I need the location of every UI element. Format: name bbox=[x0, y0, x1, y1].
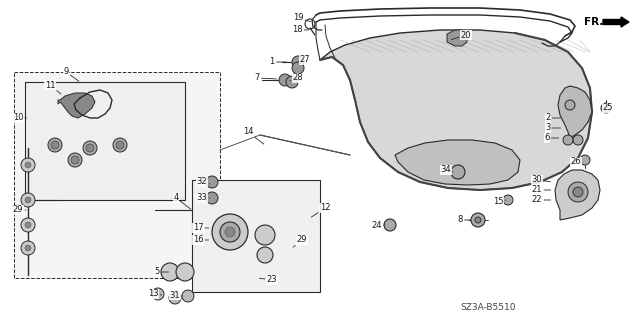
Text: 32: 32 bbox=[196, 177, 210, 187]
Circle shape bbox=[292, 56, 304, 68]
Text: 28: 28 bbox=[290, 73, 303, 83]
Circle shape bbox=[206, 176, 218, 188]
Circle shape bbox=[471, 213, 485, 227]
Text: 11: 11 bbox=[45, 80, 61, 94]
Circle shape bbox=[255, 225, 275, 245]
Text: 20: 20 bbox=[451, 31, 471, 40]
Circle shape bbox=[563, 135, 573, 145]
Circle shape bbox=[212, 214, 248, 250]
Text: 5: 5 bbox=[154, 268, 168, 277]
Polygon shape bbox=[447, 30, 467, 46]
Circle shape bbox=[51, 141, 59, 149]
Text: 7: 7 bbox=[254, 73, 276, 83]
Text: 1: 1 bbox=[269, 57, 287, 66]
Circle shape bbox=[206, 192, 218, 204]
Text: 21: 21 bbox=[532, 186, 550, 195]
Circle shape bbox=[257, 247, 273, 263]
Circle shape bbox=[152, 288, 164, 300]
Polygon shape bbox=[558, 86, 592, 138]
Text: 14: 14 bbox=[243, 128, 264, 144]
Text: 2: 2 bbox=[545, 114, 561, 122]
Polygon shape bbox=[14, 72, 220, 278]
FancyArrow shape bbox=[603, 17, 629, 27]
Text: FR.: FR. bbox=[584, 17, 604, 27]
Text: 9: 9 bbox=[63, 68, 79, 81]
Text: 6: 6 bbox=[544, 133, 559, 143]
Text: 34: 34 bbox=[441, 166, 453, 174]
Circle shape bbox=[161, 263, 179, 281]
Circle shape bbox=[568, 182, 588, 202]
Text: 16: 16 bbox=[193, 235, 209, 244]
Bar bbox=[25, 82, 185, 200]
Circle shape bbox=[292, 62, 304, 74]
Circle shape bbox=[573, 135, 583, 145]
Circle shape bbox=[169, 292, 181, 304]
Text: 29: 29 bbox=[293, 235, 307, 247]
Circle shape bbox=[116, 141, 124, 149]
Text: 27: 27 bbox=[298, 56, 310, 64]
Text: 15: 15 bbox=[493, 197, 506, 206]
Polygon shape bbox=[395, 140, 520, 185]
Circle shape bbox=[286, 76, 298, 88]
Text: 17: 17 bbox=[193, 224, 209, 233]
Text: 12: 12 bbox=[311, 204, 330, 217]
Circle shape bbox=[25, 162, 31, 168]
Circle shape bbox=[384, 219, 396, 231]
Text: 18: 18 bbox=[292, 26, 308, 34]
Circle shape bbox=[475, 217, 481, 223]
Bar bbox=[192, 180, 320, 292]
Circle shape bbox=[21, 241, 35, 255]
Circle shape bbox=[182, 290, 194, 302]
Circle shape bbox=[21, 193, 35, 207]
Text: 26: 26 bbox=[571, 158, 582, 167]
Circle shape bbox=[601, 103, 611, 113]
Text: 23: 23 bbox=[259, 276, 277, 285]
Text: 33: 33 bbox=[196, 194, 210, 203]
Circle shape bbox=[86, 144, 94, 152]
Circle shape bbox=[225, 227, 235, 237]
Text: 8: 8 bbox=[458, 216, 470, 225]
Text: 25: 25 bbox=[602, 103, 613, 113]
Circle shape bbox=[21, 158, 35, 172]
Circle shape bbox=[279, 74, 291, 86]
Circle shape bbox=[580, 155, 590, 165]
Circle shape bbox=[503, 195, 513, 205]
Circle shape bbox=[573, 187, 583, 197]
Text: 13: 13 bbox=[148, 290, 162, 299]
Text: 22: 22 bbox=[532, 196, 550, 204]
Text: 31: 31 bbox=[170, 291, 182, 300]
Polygon shape bbox=[555, 170, 600, 220]
Circle shape bbox=[25, 222, 31, 228]
Circle shape bbox=[71, 156, 79, 164]
Text: 4: 4 bbox=[173, 194, 191, 209]
Text: 24: 24 bbox=[372, 220, 385, 229]
Polygon shape bbox=[58, 93, 95, 118]
Circle shape bbox=[48, 138, 62, 152]
Text: 10: 10 bbox=[13, 114, 27, 122]
Circle shape bbox=[21, 218, 35, 232]
Text: SZ3A-B5510: SZ3A-B5510 bbox=[460, 302, 515, 311]
Circle shape bbox=[451, 165, 465, 179]
Text: 30: 30 bbox=[532, 175, 550, 184]
Circle shape bbox=[83, 141, 97, 155]
Circle shape bbox=[113, 138, 127, 152]
Polygon shape bbox=[320, 30, 592, 190]
Circle shape bbox=[68, 153, 82, 167]
Circle shape bbox=[25, 245, 31, 251]
Text: 19: 19 bbox=[292, 13, 310, 23]
Circle shape bbox=[176, 263, 194, 281]
Text: 3: 3 bbox=[545, 123, 561, 132]
Text: 29: 29 bbox=[13, 205, 26, 214]
Circle shape bbox=[220, 222, 240, 242]
Circle shape bbox=[25, 197, 31, 203]
Circle shape bbox=[565, 100, 575, 110]
